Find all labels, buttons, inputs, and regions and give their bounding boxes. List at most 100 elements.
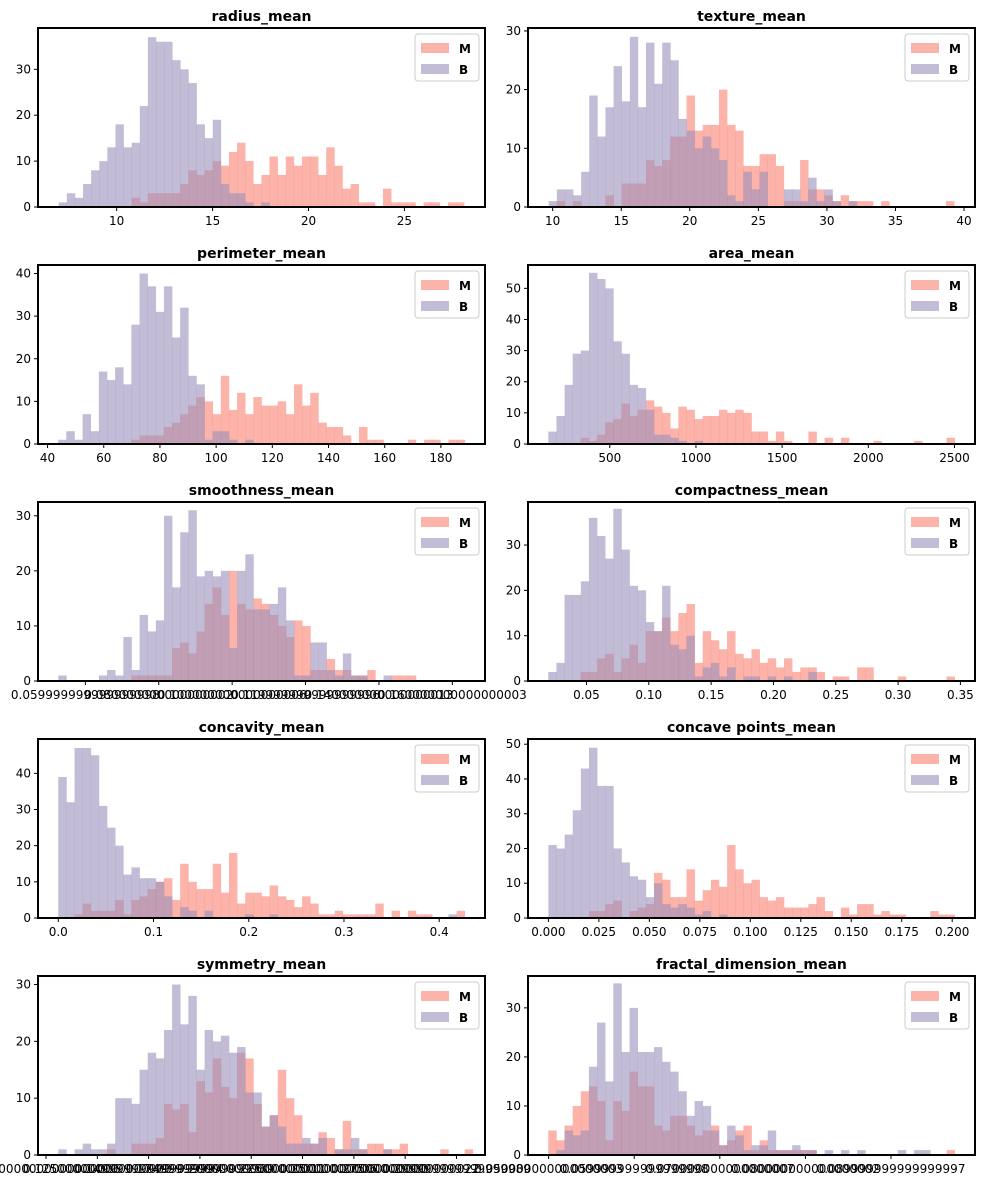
legend-label-M: M bbox=[949, 753, 961, 767]
legend-label-M: M bbox=[459, 279, 471, 293]
histogram-bar-M bbox=[359, 914, 368, 918]
histogram-bar-B bbox=[629, 585, 638, 681]
histogram-bar-B bbox=[196, 384, 205, 444]
histogram-bar-B bbox=[123, 1098, 132, 1155]
x-tick-label: 0.35 bbox=[947, 688, 974, 702]
legend: MB bbox=[904, 507, 970, 556]
histogram-bar-B bbox=[131, 324, 140, 444]
histogram-bar-B bbox=[139, 106, 149, 207]
x-tick-label: 20 bbox=[682, 214, 697, 228]
histogram-bar-B bbox=[139, 273, 148, 444]
x-tick-label: 0.174999999999999989 bbox=[125, 1162, 274, 1176]
histogram-bar-M bbox=[302, 896, 311, 918]
histogram-bar-B bbox=[710, 148, 720, 207]
histogram-bar-B bbox=[188, 375, 197, 444]
histogram-bar-B bbox=[751, 1145, 760, 1155]
x-tick-label: 0.3 bbox=[334, 925, 353, 939]
x-tick-label: 0.025 bbox=[582, 925, 616, 939]
histogram-bar-B bbox=[106, 380, 116, 444]
histogram-bar-B bbox=[848, 201, 858, 207]
histogram-bar-M bbox=[229, 570, 238, 681]
histogram-bar-M bbox=[342, 188, 351, 207]
histogram-bar-B bbox=[350, 1137, 360, 1155]
legend-swatch-M bbox=[911, 280, 939, 290]
histogram-bar-M bbox=[800, 667, 809, 681]
histogram-bar-B bbox=[564, 834, 574, 918]
histogram-bar-M bbox=[367, 1143, 376, 1155]
y-tick-label: 50 bbox=[506, 281, 521, 295]
x-tick-label: 60 bbox=[96, 451, 111, 465]
x-tick-label: 120 bbox=[261, 451, 284, 465]
histogram-bar-B bbox=[800, 1150, 809, 1155]
histogram-bar-B bbox=[556, 1150, 565, 1155]
bars bbox=[58, 748, 466, 918]
histogram-bar-B bbox=[90, 1149, 100, 1155]
histogram-bar-B bbox=[302, 1137, 311, 1155]
histogram-bar-B bbox=[302, 675, 311, 681]
histogram-bar-M bbox=[455, 202, 465, 207]
histogram-bar-M bbox=[840, 437, 850, 444]
x-tick-label: 0.050 bbox=[632, 925, 666, 939]
histogram-bar-B bbox=[163, 286, 173, 444]
legend-swatch-B bbox=[911, 775, 939, 785]
histogram-bar-M bbox=[743, 412, 752, 444]
legend-label-M: M bbox=[459, 42, 471, 56]
x-tick-label: 0.059999999999999998 bbox=[560, 1162, 709, 1176]
histogram-bar-M bbox=[816, 189, 825, 207]
x-tick-label: 160 bbox=[373, 451, 396, 465]
legend-label-B: B bbox=[949, 63, 958, 77]
histogram-bar-M bbox=[366, 202, 376, 207]
histogram-bar-M bbox=[212, 414, 222, 444]
histogram-bar-M bbox=[556, 1140, 565, 1155]
histogram-bar-M bbox=[946, 914, 955, 918]
x-tick-label: 0.125 bbox=[784, 925, 818, 939]
histogram-bar-M bbox=[751, 649, 760, 681]
histogram-bar-M bbox=[285, 899, 295, 918]
histogram-bar-M bbox=[759, 897, 769, 918]
histogram-bar-M bbox=[456, 910, 466, 918]
histogram-bar-B bbox=[123, 384, 132, 444]
histogram-bar-B bbox=[253, 609, 262, 681]
histogram-bar-M bbox=[220, 375, 230, 444]
y-tick-label: 10 bbox=[506, 629, 521, 643]
histogram-bar-B bbox=[98, 1149, 108, 1155]
histogram-bar-B bbox=[710, 662, 720, 681]
histogram-bar-M bbox=[310, 392, 319, 444]
axes-frame bbox=[527, 501, 976, 682]
axes-frame bbox=[527, 264, 976, 445]
legend-swatch-B bbox=[421, 775, 449, 785]
histogram-bar-B bbox=[334, 1149, 344, 1155]
histogram-bar-M bbox=[294, 384, 303, 444]
axes-frame bbox=[37, 975, 486, 1156]
histogram-bar-B bbox=[147, 37, 157, 207]
histogram-bar-B bbox=[662, 434, 671, 444]
histogram-bar-B bbox=[115, 675, 124, 681]
histogram-bar-M bbox=[572, 1105, 582, 1155]
x-tick-label: 15 bbox=[205, 214, 220, 228]
histogram-bar-M bbox=[710, 640, 720, 681]
legend-label-M: M bbox=[459, 753, 471, 767]
histogram-bar-B bbox=[670, 60, 679, 207]
histogram-bar-M bbox=[367, 914, 376, 918]
axes-frame bbox=[37, 738, 486, 919]
x-tick-label: 15 bbox=[614, 214, 629, 228]
y-tick-label: 30 bbox=[506, 807, 521, 821]
legend-label-B: B bbox=[949, 774, 958, 788]
histogram-bar-M bbox=[800, 160, 809, 207]
histogram-bar-M bbox=[432, 439, 441, 444]
histogram-bar-B bbox=[686, 907, 695, 918]
histogram-bar-B bbox=[139, 878, 148, 918]
histogram-bar-M bbox=[334, 910, 344, 918]
histogram-bar-B bbox=[783, 189, 793, 207]
histogram-bar-B bbox=[654, 883, 663, 918]
subplot-compactness_mean: compactness_mean 0.05 0.10 0.15 0.20 0.25 0.30… bbox=[506, 483, 976, 702]
histogram-bar-B bbox=[82, 414, 92, 444]
histogram-bar-M bbox=[277, 1069, 287, 1155]
histogram-bar-M bbox=[253, 892, 262, 918]
histogram-bar-M bbox=[702, 890, 712, 918]
histogram-bar-M bbox=[391, 675, 401, 681]
histogram-bar-B bbox=[564, 594, 573, 681]
histogram-bar-M bbox=[767, 154, 777, 207]
y-tick-label: 0 bbox=[23, 911, 31, 925]
x-tick-label: 1000 bbox=[681, 451, 712, 465]
